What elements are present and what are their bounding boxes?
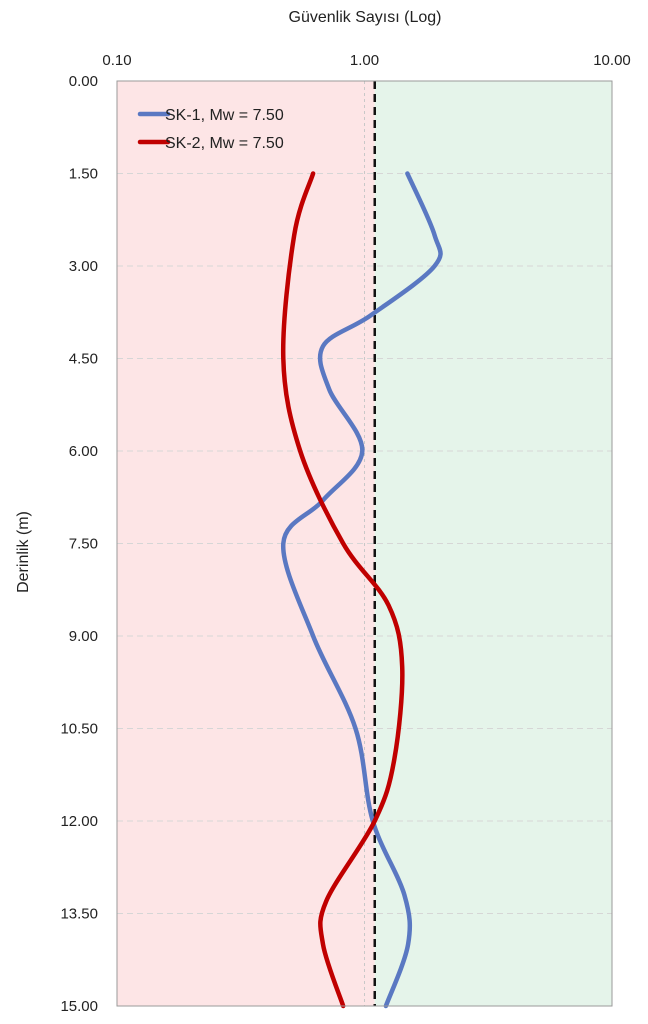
y-tick-label-9: 13.50 — [60, 906, 98, 923]
y-tick-label-10: 15.00 — [60, 998, 98, 1015]
y-tick-label-6: 9.00 — [69, 628, 98, 645]
plot-frame — [116, 80, 613, 1007]
plot-border — [116, 80, 613, 1007]
y-axis-title: Derinlik (m) — [15, 511, 32, 593]
y-tick-label-3: 4.50 — [69, 351, 98, 368]
legend-label-1: SK-1, Mw = 7.50 — [165, 107, 284, 124]
y-tick-label-1: 1.50 — [69, 166, 98, 183]
legend-label-2: SK-2, Mw = 7.50 — [165, 135, 284, 152]
x-tick-label-1: 1.00 — [350, 52, 379, 69]
region-0 — [117, 81, 375, 1006]
y-tick-label-0: 0.00 — [69, 73, 98, 90]
legend: SK-1, Mw = 7.50 SK-2, Mw = 7.50 — [137, 107, 284, 152]
y-tick-label-5: 7.50 — [69, 536, 98, 553]
series-lines — [280, 171, 443, 1009]
x-axis-title: Güvenlik Sayısı (Log) — [289, 9, 442, 26]
y-tick-label-7: 10.50 — [60, 721, 98, 738]
series-line-sk-1 — [281, 171, 443, 1009]
y-tick-label-8: 12.00 — [60, 813, 98, 830]
x-tick-labels: 0.10 1.00 10.00 — [102, 52, 630, 69]
x-tick-label-2: 10.00 — [593, 52, 631, 69]
y-tick-label-2: 3.00 — [69, 258, 98, 275]
y-tick-labels: 0.00 1.50 3.00 4.50 6.00 7.50 9.00 10.50 12.00 13… — [60, 73, 98, 1015]
x-tick-label-0: 0.10 — [102, 52, 131, 69]
y-tick-label-4: 6.00 — [69, 443, 98, 460]
series-line-sk-2 — [280, 171, 405, 1009]
